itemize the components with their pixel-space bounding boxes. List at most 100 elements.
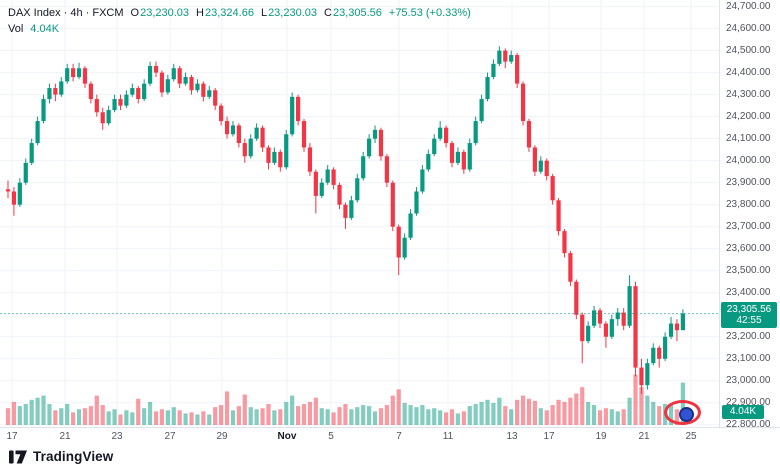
volume-bar	[136, 398, 141, 425]
volume-bar	[420, 405, 425, 425]
time-scale[interactable]: 17 21 23 27 29 Nov 5 7 11 13 17 19 21 25	[0, 427, 780, 444]
candle-body	[284, 134, 289, 168]
candle-body	[319, 182, 324, 196]
high-value: 23,324.66	[205, 7, 254, 19]
candle-body	[325, 169, 330, 183]
volume-bar	[586, 401, 591, 425]
candle-body	[396, 226, 401, 258]
high-label: H	[196, 7, 204, 19]
candle-body	[147, 66, 153, 84]
candle-body	[124, 94, 129, 106]
candle-body	[645, 363, 650, 386]
candle-body	[195, 83, 200, 91]
volume-bar	[29, 399, 34, 425]
time-scale-label: 25	[685, 431, 697, 442]
candle-body	[526, 121, 532, 148]
candle-body	[100, 112, 105, 124]
volume-bar	[236, 406, 241, 425]
candle-body	[426, 154, 431, 170]
candle-body	[627, 286, 632, 326]
candle-body	[485, 77, 490, 100]
time-scale-label: 19	[595, 431, 607, 442]
volume-bar	[438, 410, 443, 425]
candle-body	[491, 63, 496, 78]
candle-body	[562, 231, 567, 254]
ohlc-high: H23,324.66	[196, 5, 254, 21]
candle-body	[183, 77, 188, 84]
candle-body	[390, 182, 395, 227]
volume-bar	[201, 411, 206, 425]
tradingview-logo-text[interactable]: TradingView	[33, 449, 114, 464]
volume-bar	[325, 409, 330, 425]
volume-bar	[461, 411, 466, 425]
candle-body	[82, 68, 88, 84]
price-scale-label: 22,900.00	[726, 396, 771, 408]
volume-bar	[603, 408, 609, 425]
volume-bar	[248, 407, 253, 425]
candle-body	[402, 237, 407, 258]
candle-body	[23, 162, 28, 183]
volume-bar	[71, 412, 76, 425]
candle-body	[603, 323, 609, 337]
volume-bar	[449, 409, 455, 425]
candle-body	[266, 147, 271, 163]
highlight-ellipse-annotation	[664, 400, 701, 425]
candle-body	[136, 88, 141, 100]
candle-body	[497, 50, 502, 64]
volume-bar	[526, 398, 532, 425]
volume-bar	[219, 405, 224, 425]
price-scale-label: 24,300.00	[726, 88, 771, 100]
candle-body	[224, 121, 230, 135]
price-scale[interactable]: 23,305.56 42:55 4.04K 24,700.00 24,600.00…	[719, 0, 780, 430]
symbol-title[interactable]: DAX Index · 4h · FXCM	[8, 7, 124, 19]
candle-body	[11, 191, 17, 205]
candle-body	[361, 156, 366, 179]
price-scale-label: 24,400.00	[726, 66, 771, 78]
candle-body	[260, 127, 265, 148]
candle-body	[106, 110, 111, 124]
candle-body	[35, 121, 40, 144]
candle-body	[142, 83, 147, 100]
candle-body	[59, 81, 64, 95]
candle-body	[538, 160, 543, 172]
volume-bar	[159, 409, 165, 425]
candle-body	[455, 151, 461, 163]
volume-bar	[88, 406, 93, 425]
volume-bar	[254, 409, 259, 425]
tradingview-logo-icon[interactable]	[9, 450, 28, 464]
volume-bar	[266, 404, 271, 425]
volume-bar	[408, 405, 413, 425]
candle-body	[597, 310, 603, 324]
price-scale-label: 23,500.00	[726, 264, 771, 276]
volume-bar	[503, 406, 508, 425]
candle-body	[378, 129, 384, 157]
volume-bar	[491, 402, 496, 425]
volume-bar	[633, 374, 638, 425]
candlestick-plot[interactable]	[0, 0, 719, 427]
volume-bar	[290, 395, 295, 425]
candle-body	[556, 200, 561, 232]
candle-body	[674, 323, 680, 331]
candle-body	[94, 99, 99, 113]
candle-body	[337, 184, 342, 205]
time-scale-label: 11	[442, 431, 454, 442]
volume-bar	[367, 406, 372, 425]
candle-body	[550, 176, 555, 201]
volume-bar	[307, 401, 313, 425]
candle-body	[432, 138, 437, 155]
candle-body	[76, 68, 82, 78]
candle-body	[88, 83, 93, 100]
volume-bar	[301, 404, 307, 425]
volume-label: Vol	[8, 23, 24, 35]
volume-bar	[343, 404, 348, 425]
price-scale-label: 24,100.00	[726, 132, 771, 144]
candle-body	[663, 336, 668, 359]
candle-body	[438, 127, 443, 139]
volume-bar	[337, 407, 342, 425]
open-label: O	[130, 7, 140, 19]
volume-bar	[82, 408, 88, 425]
volume-bar	[621, 409, 626, 425]
volume-bar	[556, 399, 561, 425]
price-scale-label: 23,800.00	[726, 198, 771, 210]
